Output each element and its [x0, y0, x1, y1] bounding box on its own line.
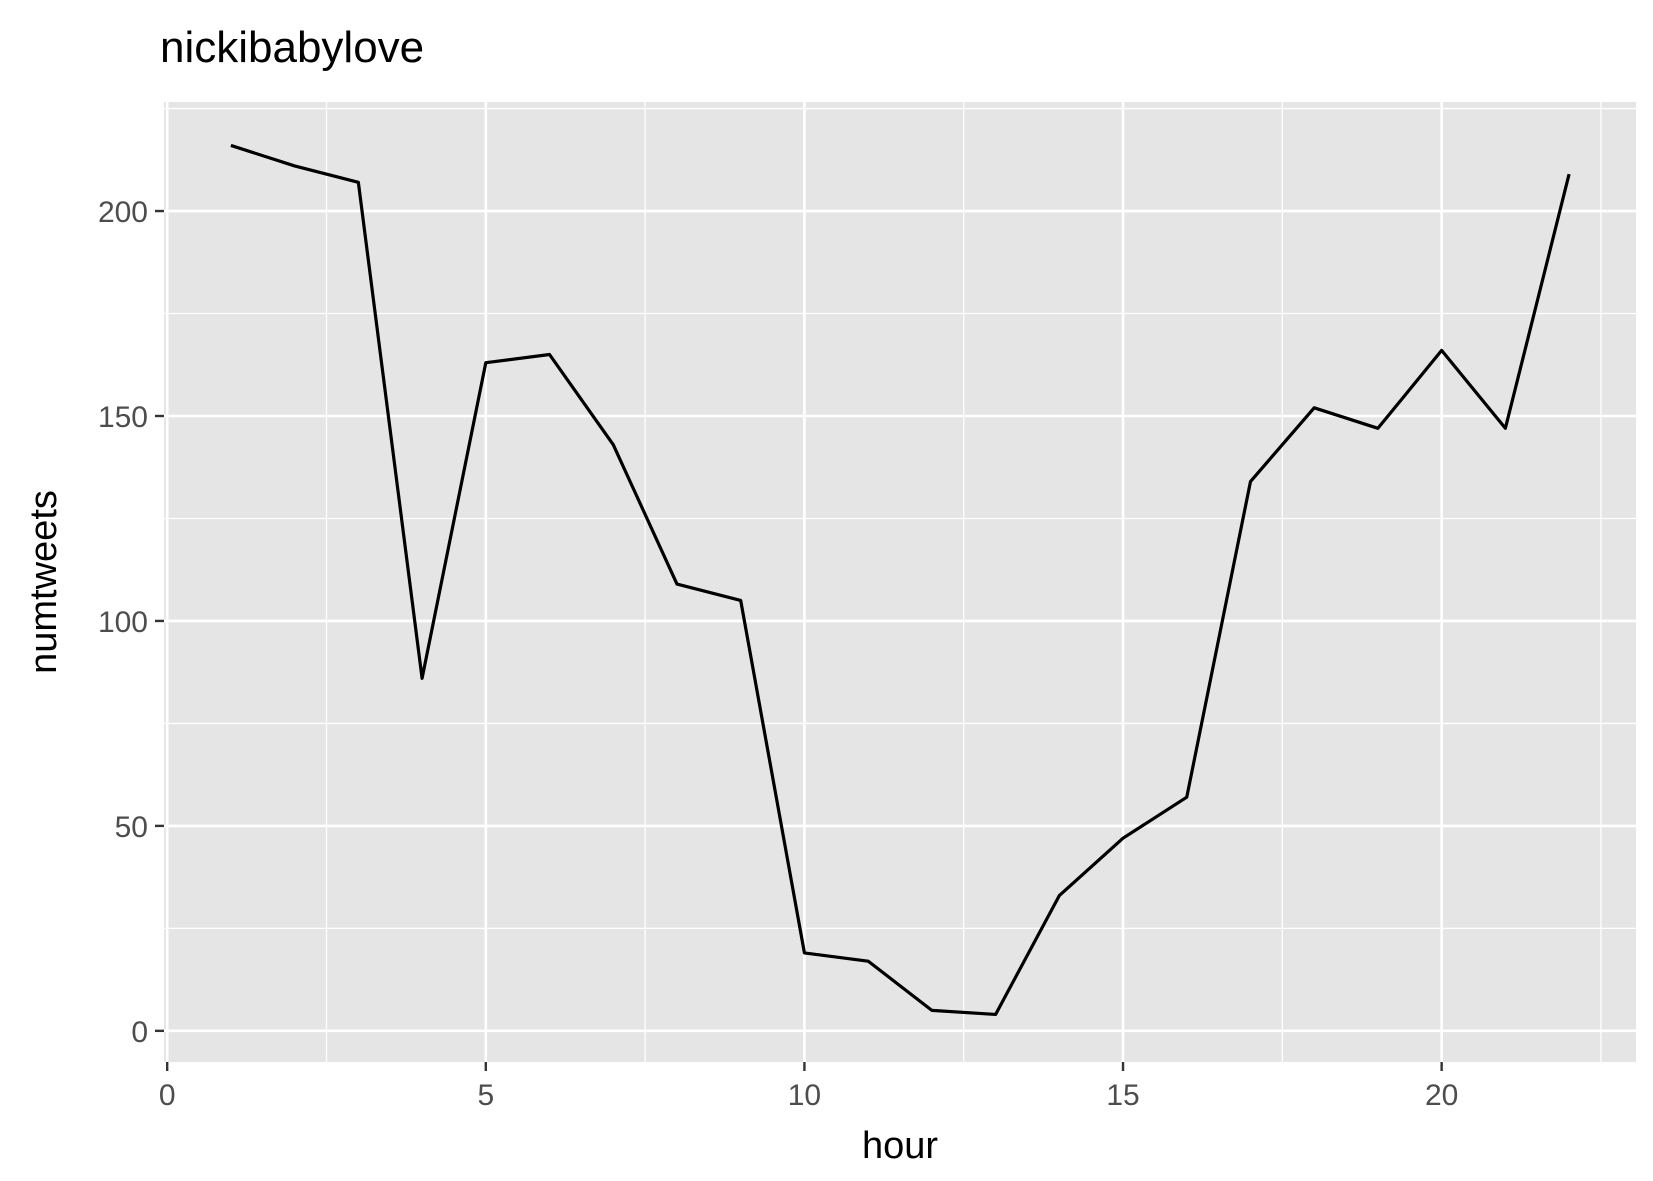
x-axis-ticks: 0 5 10 15 20: [159, 1062, 1458, 1112]
y-tick-label: 150: [98, 401, 148, 434]
chart-title: nickibabylove: [160, 23, 424, 72]
y-tick-label: 50: [115, 811, 148, 844]
y-axis-ticks: 0 50 100 150 200: [98, 196, 164, 1049]
x-tick-label: 10: [788, 1079, 821, 1112]
x-tick-label: 15: [1106, 1079, 1139, 1112]
y-tick-label: 100: [98, 606, 148, 639]
grid-major: [164, 102, 1636, 1062]
grid-minor: [164, 102, 1636, 1062]
x-axis-title: hour: [862, 1125, 938, 1167]
y-axis-title: numtweets: [23, 490, 65, 674]
x-tick-label: 20: [1425, 1079, 1458, 1112]
x-tick-label: 5: [477, 1079, 494, 1112]
series-line: [230, 143, 1571, 1017]
y-tick-label: 0: [131, 1016, 148, 1049]
y-tick-label: 200: [98, 196, 148, 229]
x-tick-label: 0: [159, 1079, 176, 1112]
plot-panel: [164, 102, 1636, 1062]
